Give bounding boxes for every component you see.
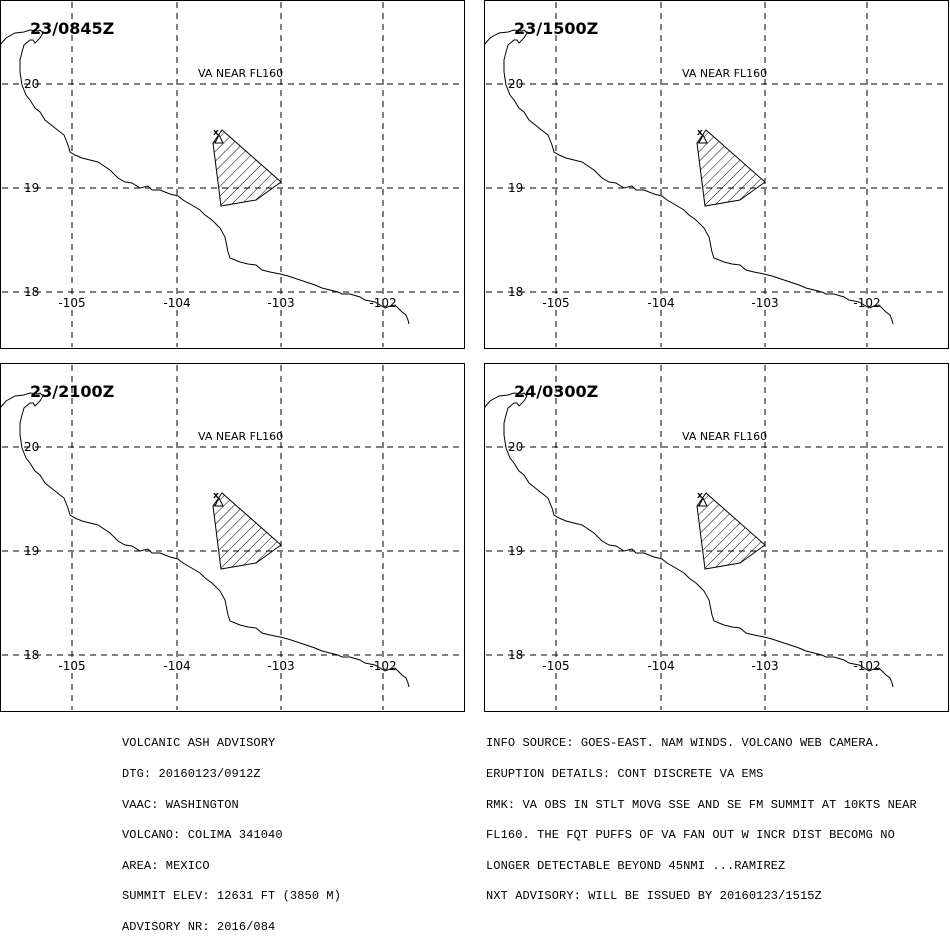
longitude-label: -102 [369,659,396,673]
longitude-labels: -105 -104 -103 -102 [58,296,396,310]
panel-time-label: 23/0845Z [30,19,114,38]
panel-time-label: 24/0300Z [514,382,598,401]
ash-cloud-polygon [212,492,282,570]
coastline [0,29,410,325]
grid-lines [486,2,947,347]
volcano-triangle-icon [698,496,708,507]
longitude-label: -104 [647,296,674,310]
longitude-label: -105 [58,296,85,310]
latitude-label: 19 [508,181,523,195]
ash-level-annotation: VA NEAR FL160 [198,430,283,443]
forecast-panel-1: x 23/0845Z VA NEAR FL160 20 19 18 -105 -104… [0,0,465,349]
longitude-label: -105 [58,659,85,673]
grid-lines [2,2,463,347]
advisory-line: FL160. THE FQT PUFFS OF VA FAN OUT W INC… [486,828,895,843]
advisory-line: VOLCANIC ASH ADVISORY [122,736,276,751]
longitude-label: -103 [751,659,778,673]
latitude-label: 20 [24,77,39,91]
advisory-remarks-block: INFO SOURCE: GOES-EAST. NAM WINDS. VOLCA… [486,718,917,912]
volcano-triangle-icon [698,133,708,144]
volcano-marker-icon: x [697,128,703,138]
longitude-label: -102 [369,296,396,310]
advisory-line: VOLCANO: COLIMA 341040 [122,828,283,843]
ash-level-annotation: VA NEAR FL160 [198,67,283,80]
volcano-marker-icon: x [697,491,703,501]
longitude-label: -104 [647,659,674,673]
advisory-header-block: VOLCANIC ASH ADVISORY DTG: 20160123/0912… [122,718,341,942]
advisory-line: RMK: VA OBS IN STLT MOVG SSE AND SE FM S… [486,797,917,812]
latitude-labels: 20 19 18 [508,77,523,299]
latitude-label: 18 [24,285,39,299]
longitude-label: -103 [267,296,294,310]
latitude-label: 20 [508,440,523,454]
longitude-labels: -105 -104 -103 -102 [542,296,880,310]
volcano-triangle-icon [214,496,224,507]
ash-level-annotation: VA NEAR FL160 [682,67,767,80]
coastline [484,29,894,325]
coastline [0,392,410,688]
latitude-labels: 20 19 18 [508,440,523,662]
latitude-label: 19 [508,544,523,558]
latitude-label: 18 [508,648,523,662]
latitude-label: 20 [24,440,39,454]
ash-cloud-polygon [696,129,766,207]
longitude-label: -102 [853,659,880,673]
panel-time-label: 23/2100Z [30,382,114,401]
grid-lines [486,365,947,710]
longitude-label: -104 [163,659,190,673]
latitude-label: 20 [508,77,523,91]
latitude-label: 18 [24,648,39,662]
latitude-labels: 20 19 18 [24,77,39,299]
advisory-line: ADVISORY NR: 2016/084 [122,919,276,934]
latitude-label: 19 [24,544,39,558]
volcano-marker-icon: x [213,128,219,138]
latitude-label: 18 [508,285,523,299]
longitude-label: -103 [751,296,778,310]
advisory-line: LONGER DETECTABLE BEYOND 45NMI ...RAMIRE… [486,858,786,873]
advisory-line: SUMMIT ELEV: 12631 FT (3850 M) [122,889,342,904]
longitude-labels: -105 -104 -103 -102 [542,659,880,673]
advisory-line: AREA: MEXICO [122,858,210,873]
advisory-line: NXT ADVISORY: WILL BE ISSUED BY 20160123… [486,889,822,904]
latitude-labels: 20 19 18 [24,440,39,662]
grid-lines [2,365,463,710]
longitude-labels: -105 -104 -103 -102 [58,659,396,673]
ash-cloud-polygon [212,129,282,207]
longitude-label: -104 [163,296,190,310]
forecast-panel-4: x 24/0300Z VA NEAR FL160 20 19 18 -105 -104… [484,363,949,712]
ash-level-annotation: VA NEAR FL160 [682,430,767,443]
advisory-line: INFO SOURCE: GOES-EAST. NAM WINDS. VOLCA… [486,736,881,751]
forecast-panel-2: x 23/1500Z VA NEAR FL160 20 19 18 -105 -104… [484,0,949,349]
latitude-label: 19 [24,181,39,195]
longitude-label: -103 [267,659,294,673]
longitude-label: -102 [853,296,880,310]
longitude-label: -105 [542,296,569,310]
advisory-line: ERUPTION DETAILS: CONT DISCRETE VA EMS [486,767,764,781]
volcano-marker-icon: x [213,491,219,501]
advisory-line: VAAC: WASHINGTON [122,797,239,812]
panel-time-label: 23/1500Z [514,19,598,38]
forecast-panel-3: x 23/2100Z VA NEAR FL160 20 19 18 -105 -104… [0,363,465,712]
advisory-line: DTG: 20160123/0912Z [122,767,261,781]
volcano-triangle-icon [214,133,224,144]
longitude-label: -105 [542,659,569,673]
coastline [484,392,894,688]
ash-cloud-polygon [696,492,766,570]
